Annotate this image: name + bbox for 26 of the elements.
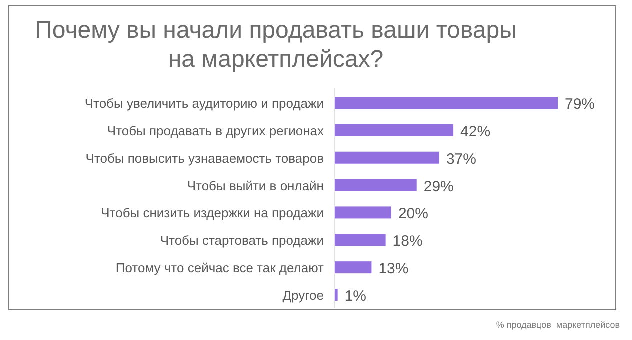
bar <box>335 179 417 192</box>
chart-title: Почему вы начали продавать ваши товары на маркетплейсах? <box>35 17 517 73</box>
data-label: 20% <box>398 206 428 223</box>
y-tick-label: Чтобы снизить издержки на продажи <box>101 206 324 221</box>
y-tick-label: Чтобы выйти в онлайн <box>187 178 324 194</box>
bar <box>335 262 372 274</box>
bar <box>335 206 392 219</box>
y-tick-label: Чтобы повысить узнаваемость товаров <box>86 150 324 166</box>
data-label: 79% <box>565 96 596 113</box>
data-label: 1% <box>344 288 367 305</box>
bar <box>335 97 558 109</box>
text: % продавцов маркетплейсов <box>496 320 620 330</box>
data-label: 18% <box>392 233 423 250</box>
data-label: 29% <box>424 178 454 196</box>
bar <box>335 124 454 136</box>
y-tick-label: Потому что сейчас все так делают <box>116 260 324 276</box>
data-label: 13% <box>378 260 409 278</box>
bar <box>335 289 338 301</box>
bar <box>335 152 440 164</box>
y-tick-label: Чтобы увеличить аудиторию и продажи <box>84 96 324 111</box>
y-tick-label: Чтобы продавать в других регионах <box>107 123 324 138</box>
bar <box>335 234 386 246</box>
data-label: 42% <box>460 123 491 140</box>
y-tick-label: Чтобы стартовать продажи <box>160 233 324 248</box>
data-label: 37% <box>446 150 476 168</box>
y-tick-label: Другое <box>282 288 324 303</box>
